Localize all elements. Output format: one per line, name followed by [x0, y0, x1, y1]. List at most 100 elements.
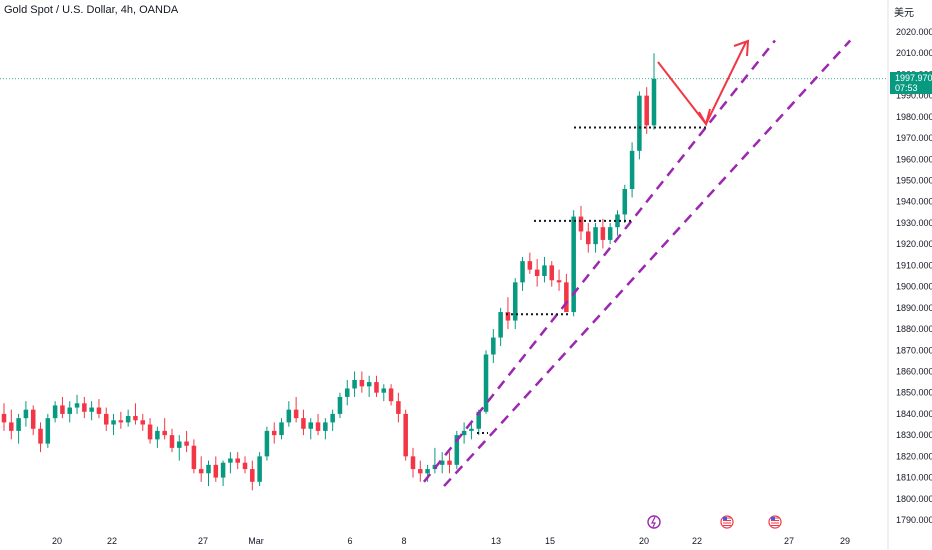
- candle-body: [520, 261, 525, 283]
- arrow-head: [733, 39, 750, 57]
- candle: [330, 409, 335, 431]
- candle: [147, 418, 153, 444]
- y-tick-label: 1870.000: [896, 345, 932, 355]
- y-tick-label: 1830.000: [896, 430, 932, 440]
- candle-body: [505, 312, 511, 321]
- x-axis: 20 22 27 Mar 6 8 13 15 20 22 27 29: [52, 536, 850, 546]
- candle: [264, 426, 270, 461]
- candle: [564, 273, 569, 313]
- candle-body: [644, 95, 649, 126]
- candle-body: [418, 469, 423, 474]
- candle-body: [491, 337, 496, 355]
- candle: [593, 222, 598, 253]
- candle: [74, 394, 80, 414]
- candle-body: [118, 420, 124, 423]
- candle: [323, 418, 328, 440]
- candle-body: [1, 413, 7, 423]
- y-tick-label: 1790.000: [896, 515, 932, 525]
- y-tick-label: 1820.000: [896, 451, 932, 461]
- candle: [293, 396, 299, 423]
- candle-body: [9, 422, 14, 431]
- candle-body: [242, 462, 248, 470]
- candle-body: [498, 312, 503, 338]
- y-tick-label: 1960.000: [896, 154, 932, 164]
- arrow-head: [698, 108, 711, 127]
- candle: [651, 53, 657, 130]
- candle: [366, 375, 372, 397]
- candle-body: [38, 428, 43, 444]
- candle: [103, 407, 109, 431]
- candle-body: [191, 445, 197, 470]
- candle: [9, 409, 14, 440]
- candle: [118, 411, 124, 429]
- candle: [191, 439, 197, 474]
- y-tick-label: 1900.000: [896, 282, 932, 292]
- candle: [140, 413, 146, 431]
- candle-body: [30, 409, 36, 429]
- candle: [16, 413, 21, 444]
- candle: [615, 210, 620, 236]
- candle: [512, 278, 518, 330]
- candle-body: [96, 407, 102, 414]
- x-tick-label: 15: [545, 536, 555, 546]
- y-tick-label: 1800.000: [896, 494, 932, 504]
- candle: [169, 428, 175, 453]
- drawings: [0, 39, 888, 487]
- candle: [396, 392, 401, 423]
- y-tick-label: 1940.000: [896, 197, 932, 207]
- candle-body: [67, 407, 72, 414]
- us-flag-icon[interactable]: [720, 515, 734, 529]
- lightning-icon[interactable]: [647, 515, 661, 529]
- candle: [491, 329, 496, 363]
- candle-body: [637, 95, 642, 151]
- us-flag-icon[interactable]: [768, 515, 782, 529]
- candle-body: [74, 403, 80, 408]
- x-tick-label: Mar: [248, 536, 264, 546]
- candle: [337, 392, 343, 419]
- candle: [235, 452, 240, 470]
- candle-body: [89, 407, 94, 412]
- candle-body: [556, 280, 562, 283]
- candle-body: [629, 150, 635, 190]
- candle: [133, 403, 138, 425]
- candle: [542, 256, 547, 283]
- candle-body: [45, 418, 51, 444]
- candle: [629, 142, 635, 198]
- candle-body: [111, 420, 116, 425]
- candle-body: [308, 422, 314, 429]
- y-tick-label: 1810.000: [896, 473, 932, 483]
- x-tick-label: 22: [692, 536, 702, 546]
- x-tick-label: 27: [784, 536, 794, 546]
- candle: [315, 413, 321, 436]
- candle: [439, 452, 445, 474]
- y-tick-label: 1840.000: [896, 409, 932, 419]
- candle: [571, 210, 576, 317]
- candle: [359, 371, 365, 393]
- candle-body: [264, 430, 270, 457]
- candle-body: [564, 282, 569, 313]
- candle: [432, 447, 438, 474]
- candle-body: [206, 464, 211, 474]
- candle: [520, 256, 525, 291]
- y-tick-label: 1860.000: [896, 366, 932, 376]
- candle: [1, 403, 7, 431]
- candle-body: [396, 401, 401, 414]
- candle: [483, 350, 489, 414]
- candle-body: [82, 403, 87, 412]
- candle-body: [169, 435, 175, 448]
- candle: [586, 222, 591, 253]
- candle-body: [140, 420, 146, 425]
- candle: [600, 218, 606, 249]
- candle-body: [337, 396, 343, 414]
- candle: [271, 422, 277, 444]
- candle-body: [410, 456, 416, 470]
- candle: [461, 422, 467, 444]
- candle: [381, 384, 387, 402]
- candle: [388, 384, 394, 406]
- candle-body: [250, 469, 255, 482]
- candle-body: [235, 458, 240, 463]
- candle-body: [461, 430, 467, 436]
- candle-body: [534, 269, 540, 276]
- x-tick-label: 6: [347, 536, 352, 546]
